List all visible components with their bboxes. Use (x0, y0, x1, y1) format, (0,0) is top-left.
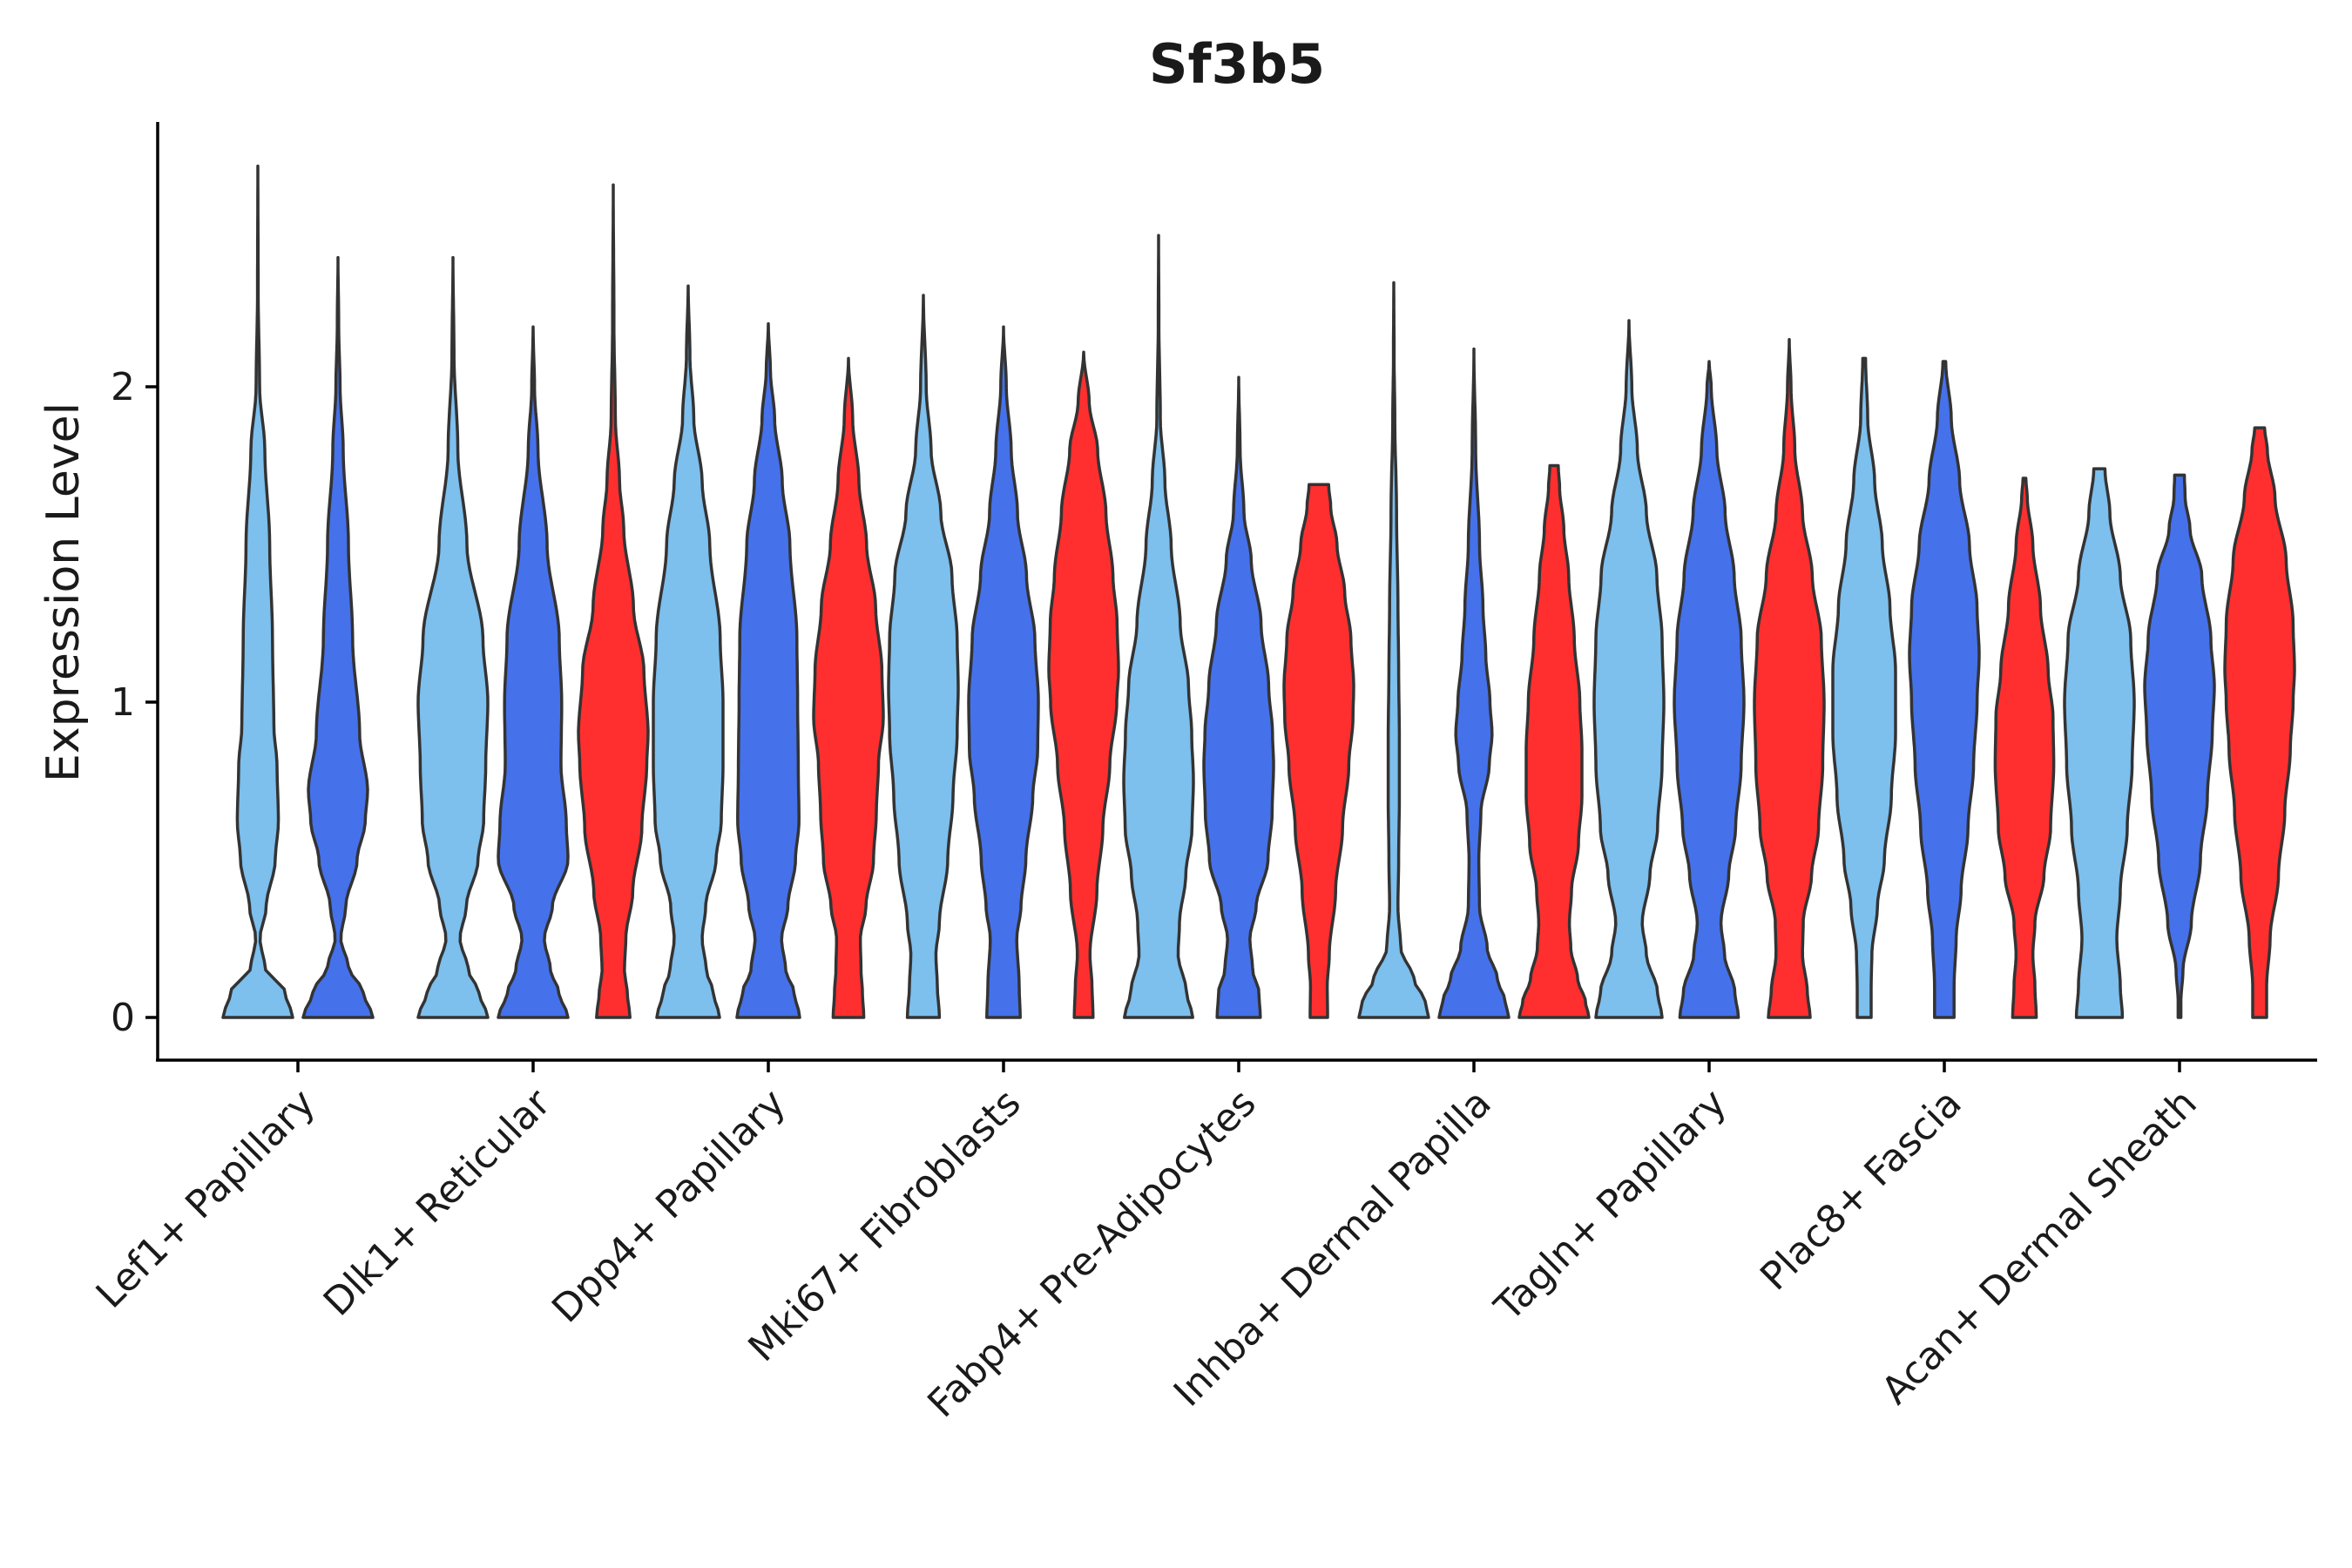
y-tick-label: 0 (111, 996, 135, 1040)
y-tick-label: 2 (111, 365, 135, 409)
violin-5-1 (1122, 233, 1195, 1019)
violin-9-1 (2063, 467, 2136, 1019)
axes (156, 122, 2317, 1062)
x-tick-label: Lef1+ Papillary (88, 1081, 324, 1317)
violin-2-1 (416, 255, 490, 1019)
y-tick-label: 1 (111, 680, 135, 725)
x-tick-label: Tagln+ Papillary (1486, 1081, 1735, 1330)
violin-9-2 (2143, 473, 2216, 1019)
violin-7-2 (1673, 360, 1746, 1019)
violin-1-2 (301, 255, 375, 1019)
violin-8-3 (1993, 476, 2056, 1019)
violin-4-3 (1047, 350, 1120, 1019)
violin-8-2 (1908, 360, 1981, 1019)
violin-7-3 (1753, 337, 1826, 1019)
x-tick-label: Plac8+ Fascia (1752, 1081, 1970, 1300)
violin-3-1 (652, 284, 725, 1019)
y-ticks: 0 1 2 (111, 365, 158, 1040)
x-tick-label: Dlk1+ Reticular (315, 1080, 560, 1325)
violin-3-3 (812, 356, 885, 1019)
x-tick-label: Dpp4+ Papillary (544, 1081, 794, 1332)
violin-6-3 (1517, 463, 1591, 1019)
violin-5-2 (1202, 375, 1275, 1019)
violin-8-1 (1831, 356, 1897, 1019)
chart-title: Sf3b5 (1149, 32, 1325, 96)
violin-9-3 (2223, 426, 2296, 1019)
violin-1-1 (221, 164, 294, 1019)
violin-2-2 (497, 325, 570, 1019)
violin-7-1 (1592, 319, 1666, 1019)
violin-2-3 (577, 183, 650, 1019)
violin-6-1 (1357, 280, 1430, 1019)
violin-group (221, 164, 2296, 1019)
violin-4-2 (967, 325, 1040, 1019)
violin-6-2 (1437, 347, 1511, 1019)
violin-3-2 (735, 321, 801, 1019)
violin-4-1 (887, 294, 960, 1019)
violin-5-3 (1282, 483, 1355, 1019)
y-axis-label: Expression Level (37, 402, 90, 782)
